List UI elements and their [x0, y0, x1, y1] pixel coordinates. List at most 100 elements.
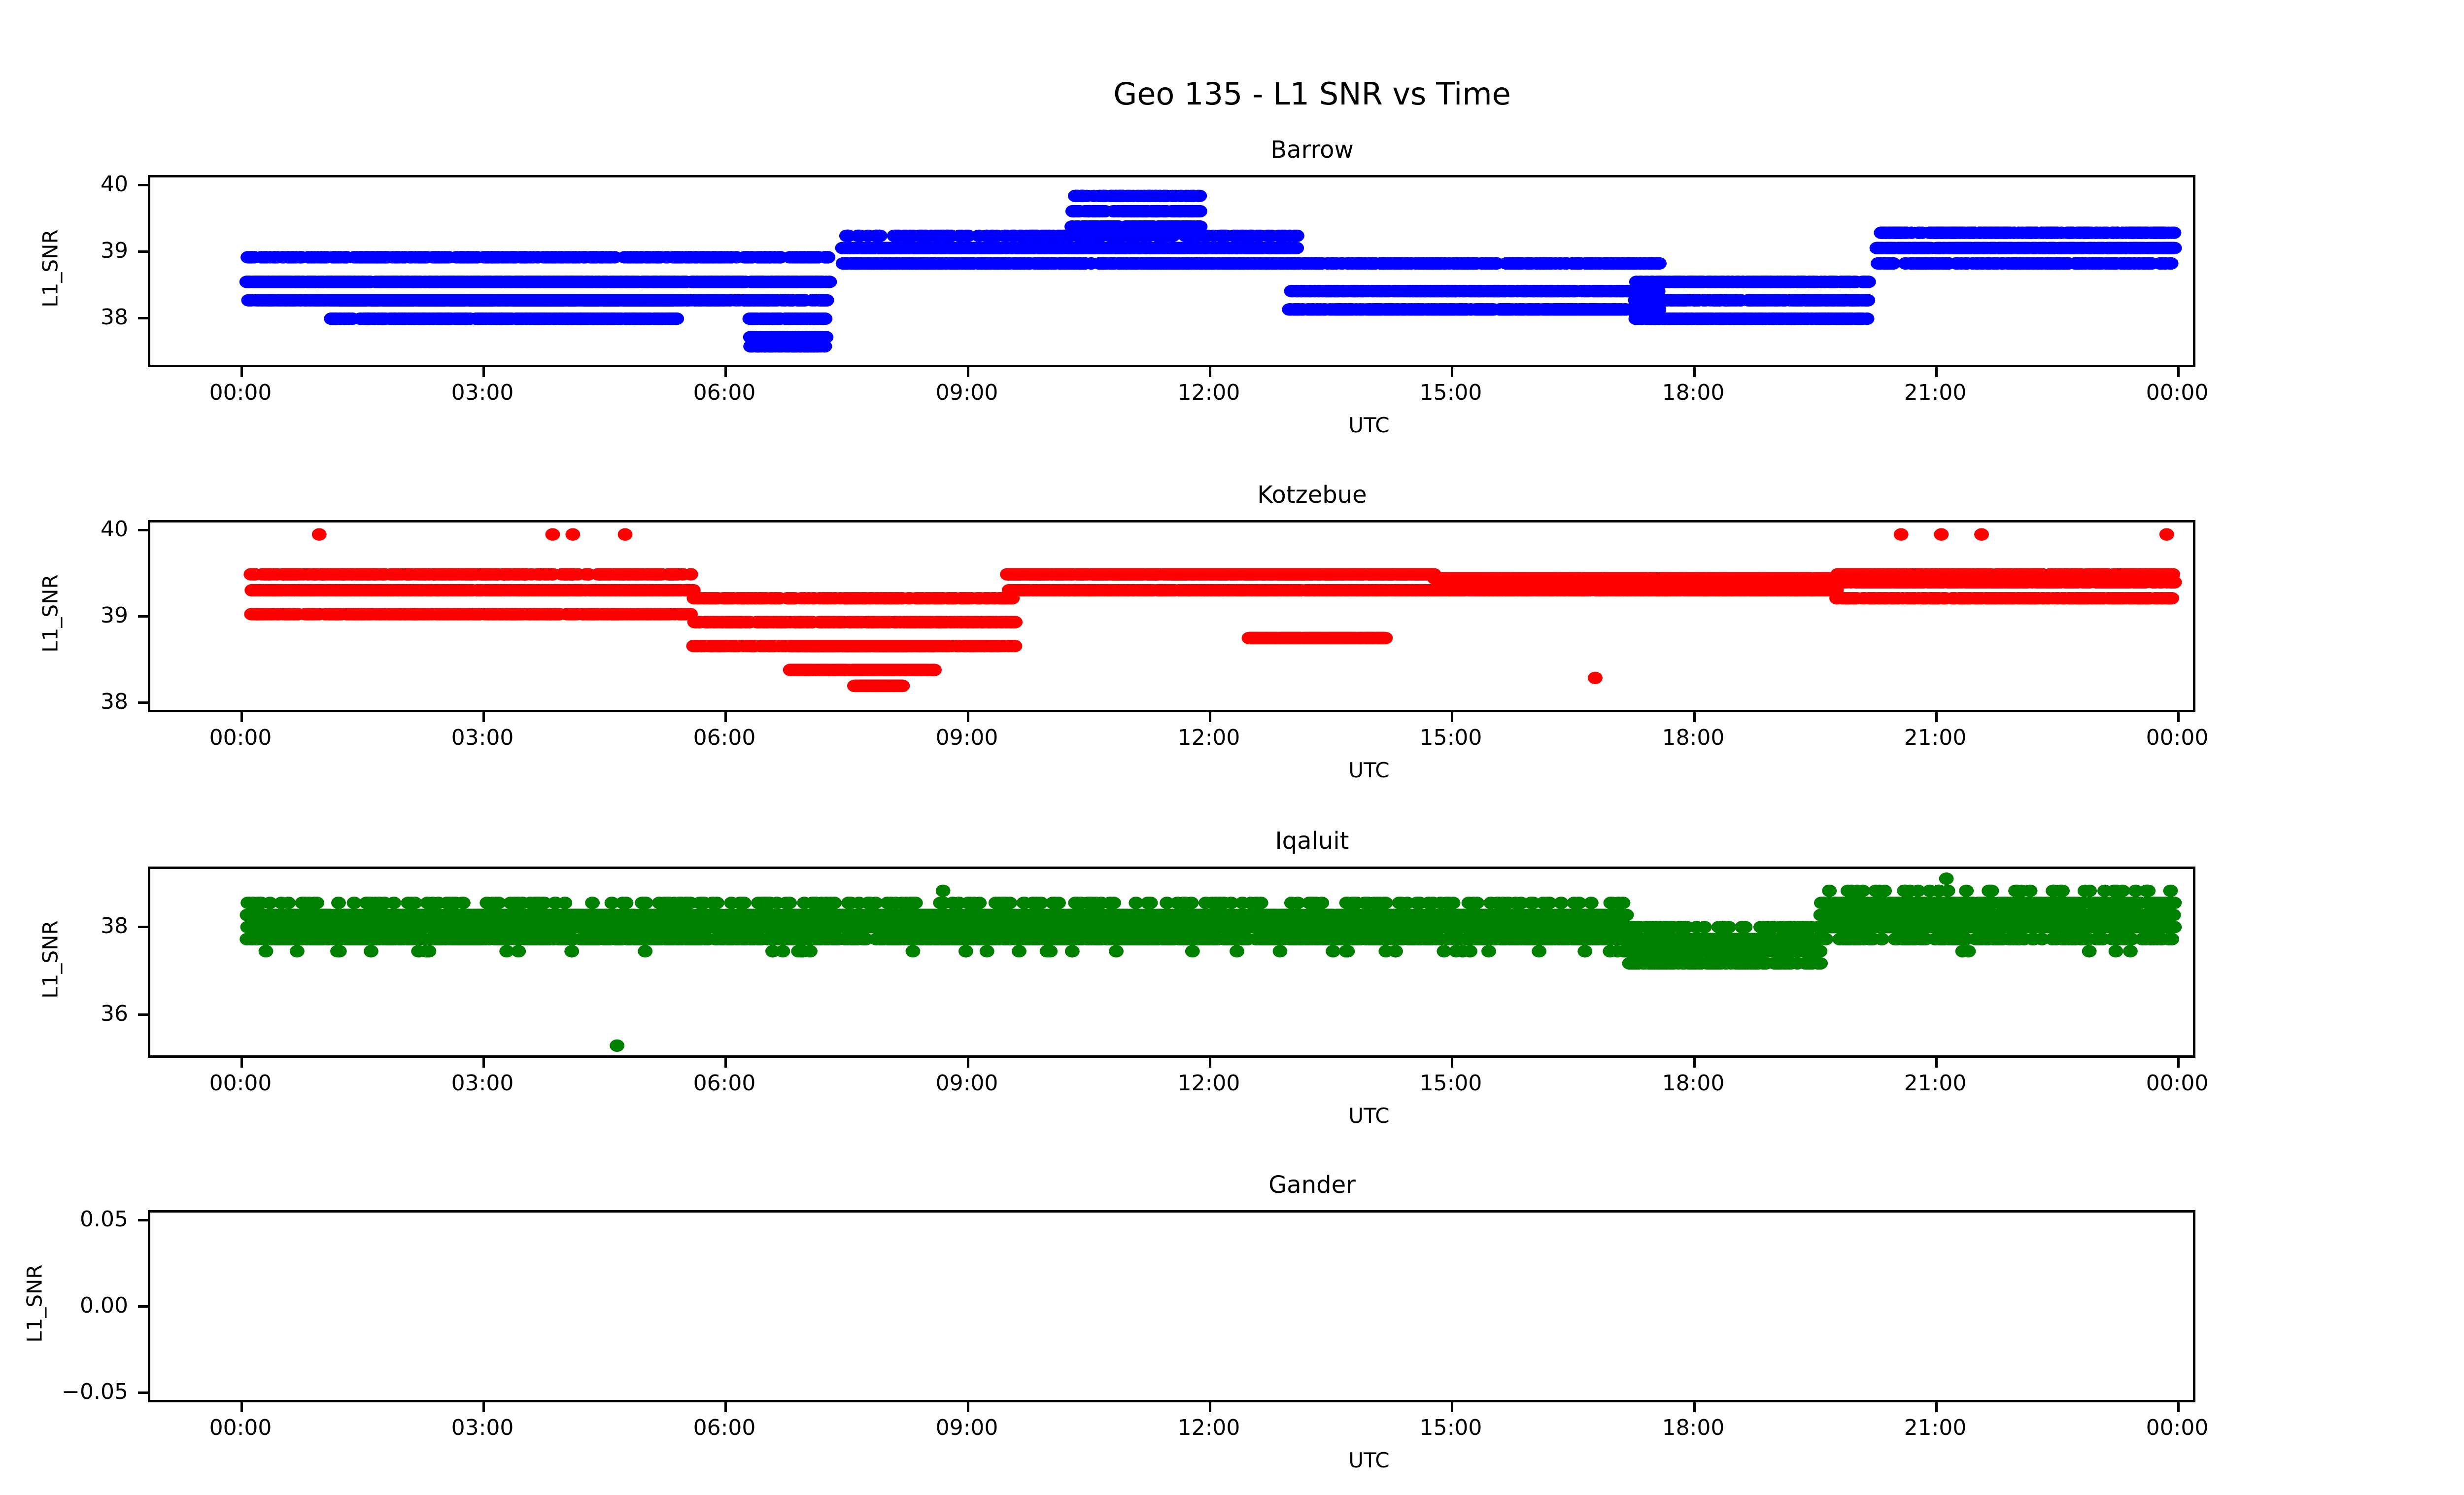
y-tick-iqaluit-36: [138, 1013, 148, 1016]
x-ticklabel-barrow-3: 09:00: [935, 380, 998, 405]
y-tick-gander-n005: [138, 1391, 148, 1394]
x-ticklabel-iqaluit-3: 09:00: [935, 1071, 998, 1096]
x-ticklabel-gander-5: 15:00: [1419, 1415, 1482, 1440]
x-tick-barrow-6: [1693, 367, 1696, 377]
x-axis-label-kotzebue: UTC: [1348, 758, 1390, 782]
x-tick-kotzebue-5: [1451, 712, 1453, 722]
x-ticklabel-barrow-2: 06:00: [693, 380, 756, 405]
y-tick-gander-zero: [138, 1305, 148, 1308]
plot-area-kotzebue: [150, 522, 2193, 710]
x-ticklabel-kotzebue-1: 03:00: [451, 725, 514, 750]
x-tick-barrow-5: [1451, 367, 1453, 377]
y-tick-barrow-39: [138, 250, 148, 253]
x-tick-iqaluit-1: [482, 1058, 485, 1068]
x-tick-kotzebue-7: [1935, 712, 1938, 722]
x-tick-kotzebue-4: [1209, 712, 1211, 722]
x-ticklabel-gander-8: 00:00: [2146, 1415, 2209, 1440]
x-ticklabel-iqaluit-4: 12:00: [1177, 1071, 1240, 1096]
x-ticklabel-barrow-7: 21:00: [1904, 380, 1967, 405]
x-ticklabel-kotzebue-5: 15:00: [1419, 725, 1482, 750]
y-ticklabel-iqaluit-38: 38: [101, 913, 128, 939]
x-tick-gander-0: [240, 1402, 243, 1412]
x-tick-kotzebue-1: [482, 712, 485, 722]
subplot-title-barrow: Barrow: [1270, 136, 1354, 164]
x-ticklabel-iqaluit-1: 03:00: [451, 1071, 514, 1096]
x-tick-barrow-0: [240, 367, 243, 377]
x-ticklabel-gander-0: 00:00: [209, 1415, 272, 1440]
y-ticklabel-gander-n005: −0.05: [62, 1379, 128, 1404]
x-ticklabel-barrow-4: 12:00: [1177, 380, 1240, 405]
y-tick-kotzebue-39: [138, 615, 148, 618]
x-ticklabel-iqaluit-5: 15:00: [1419, 1071, 1482, 1096]
x-ticklabel-iqaluit-7: 21:00: [1904, 1071, 1967, 1096]
x-ticklabel-gander-4: 12:00: [1177, 1415, 1240, 1440]
x-tick-kotzebue-3: [967, 712, 969, 722]
y-ticklabel-barrow-39: 39: [101, 238, 128, 263]
y-ticklabel-kotzebue-38: 38: [101, 689, 128, 714]
x-ticklabel-barrow-5: 15:00: [1419, 380, 1482, 405]
x-ticklabel-gander-3: 09:00: [935, 1415, 998, 1440]
x-ticklabel-barrow-1: 03:00: [451, 380, 514, 405]
subplot-title-kotzebue: Kotzebue: [1257, 481, 1367, 509]
y-ticklabel-iqaluit-36: 36: [101, 1001, 128, 1026]
x-ticklabel-gander-7: 21:00: [1904, 1415, 1967, 1440]
x-axis-label-barrow: UTC: [1348, 413, 1390, 437]
x-ticklabel-barrow-8: 00:00: [2146, 380, 2209, 405]
x-tick-kotzebue-8: [2177, 712, 2180, 722]
x-tick-iqaluit-6: [1693, 1058, 1696, 1068]
x-tick-barrow-2: [724, 367, 727, 377]
subplot-title-gander: Gander: [1268, 1171, 1356, 1199]
x-ticklabel-kotzebue-6: 18:00: [1662, 725, 1725, 750]
x-axis-label-iqaluit: UTC: [1348, 1104, 1390, 1128]
subplot-axes-gander[interactable]: [148, 1210, 2195, 1402]
x-tick-gander-7: [1935, 1402, 1938, 1412]
x-ticklabel-kotzebue-4: 12:00: [1177, 725, 1240, 750]
subplot-axes-iqaluit[interactable]: [148, 867, 2195, 1058]
x-ticklabel-kotzebue-2: 06:00: [693, 725, 756, 750]
y-tick-barrow-40: [138, 184, 148, 186]
x-tick-kotzebue-0: [240, 712, 243, 722]
y-ticklabel-gander-zero: 0.00: [80, 1293, 128, 1318]
x-ticklabel-gander-6: 18:00: [1662, 1415, 1725, 1440]
x-tick-barrow-1: [482, 367, 485, 377]
subplot-title-iqaluit: Iqaluit: [1275, 827, 1349, 855]
x-tick-kotzebue-2: [724, 712, 727, 722]
x-tick-barrow-7: [1935, 367, 1938, 377]
y-tick-iqaluit-38: [138, 926, 148, 928]
x-tick-iqaluit-3: [967, 1058, 969, 1068]
x-tick-kotzebue-6: [1693, 712, 1696, 722]
x-tick-barrow-3: [967, 367, 969, 377]
x-ticklabel-iqaluit-6: 18:00: [1662, 1071, 1725, 1096]
x-ticklabel-iqaluit-2: 06:00: [693, 1071, 756, 1096]
suptitle-line-1: Geo 135 - L1 SNR vs Time: [1113, 76, 1511, 112]
x-tick-gander-8: [2177, 1402, 2180, 1412]
x-tick-gander-5: [1451, 1402, 1453, 1412]
y-ticklabel-gander-p005: 0.05: [80, 1207, 128, 1232]
plot-area-barrow: [150, 177, 2193, 365]
x-ticklabel-kotzebue-7: 21:00: [1904, 725, 1967, 750]
x-tick-barrow-4: [1209, 367, 1211, 377]
x-ticklabel-iqaluit-8: 00:00: [2146, 1071, 2209, 1096]
x-tick-iqaluit-2: [724, 1058, 727, 1068]
x-axis-label-gander: UTC: [1348, 1448, 1390, 1472]
plot-area-iqaluit: [150, 869, 2193, 1055]
x-tick-gander-2: [724, 1402, 727, 1412]
x-tick-gander-6: [1693, 1402, 1696, 1412]
x-ticklabel-kotzebue-3: 09:00: [935, 725, 998, 750]
plot-area-gander: [150, 1213, 2193, 1400]
y-ticklabel-kotzebue-40: 40: [101, 517, 128, 542]
x-ticklabel-barrow-0: 00:00: [209, 380, 272, 405]
subplot-axes-barrow[interactable]: [148, 175, 2195, 367]
subplot-axes-kotzebue[interactable]: [148, 520, 2195, 712]
x-ticklabel-gander-1: 03:00: [451, 1415, 514, 1440]
x-ticklabel-barrow-6: 18:00: [1662, 380, 1725, 405]
y-ticklabel-barrow-38: 38: [101, 305, 128, 330]
x-tick-barrow-8: [2177, 367, 2180, 377]
x-tick-gander-1: [482, 1402, 485, 1412]
y-tick-kotzebue-40: [138, 529, 148, 531]
x-tick-gander-3: [967, 1402, 969, 1412]
x-tick-iqaluit-5: [1451, 1058, 1453, 1068]
y-ticklabel-kotzebue-39: 39: [101, 603, 128, 628]
y-tick-barrow-38: [138, 317, 148, 319]
